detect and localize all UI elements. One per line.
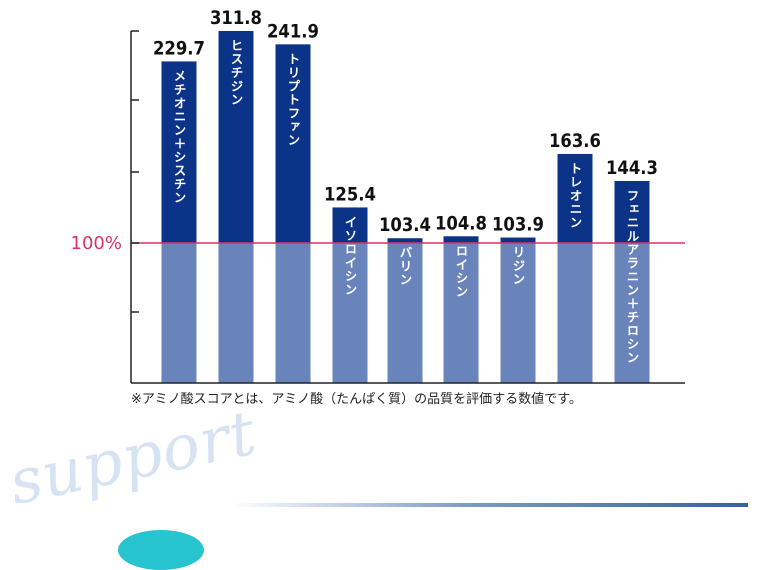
bar-upper — [387, 238, 423, 243]
bar-lower — [500, 243, 536, 383]
value-label: 144.3 — [606, 157, 658, 179]
bar-upper — [500, 237, 536, 243]
bar-lower — [387, 243, 423, 383]
value-label: 229.7 — [153, 37, 205, 59]
category-label: ヒスチジン — [229, 39, 244, 107]
bar-upper — [614, 180, 650, 243]
bars — [161, 31, 650, 383]
value-label: 103.9 — [492, 214, 544, 236]
category-label: リジン — [511, 246, 526, 286]
category-label: フェニルアラニン＋チロシン — [625, 189, 640, 364]
category-label: トリプトファン — [286, 52, 301, 147]
bar-upper — [443, 236, 479, 243]
bar-upper — [161, 61, 197, 243]
value-label: 125.4 — [324, 183, 376, 205]
bar-upper — [275, 44, 311, 244]
value-label: 163.6 — [549, 130, 601, 152]
category-label: イソロイシン — [343, 215, 358, 296]
value-label: 103.4 — [379, 214, 431, 236]
bar-lower — [557, 243, 593, 383]
bar-lower — [443, 243, 479, 383]
category-label: ロイシン — [454, 244, 469, 298]
value-label: 241.9 — [267, 20, 319, 42]
bar-lower — [614, 243, 650, 383]
reference-label: 100% — [71, 233, 122, 254]
footnote: ※アミノ酸スコアとは、アミノ酸（たんぱく質）の品質を評価する数値です。 — [131, 392, 582, 407]
category-label: メチオニン＋シスチン — [172, 69, 187, 204]
decorative-gradient-line — [230, 503, 748, 507]
bar-upper — [332, 207, 368, 243]
value-label: 311.8 — [210, 7, 262, 29]
bar-upper — [557, 153, 593, 243]
bar-upper — [218, 31, 254, 243]
bar-lower — [275, 243, 311, 383]
bar-lower — [161, 243, 197, 383]
decorative-teal-arc — [118, 530, 204, 570]
category-label: バリン — [398, 246, 413, 286]
category-label: トレオニン — [568, 162, 583, 230]
bar-lower — [332, 243, 368, 383]
value-label: 104.8 — [435, 212, 487, 234]
bar-lower — [218, 243, 254, 383]
support-decorative-word: support — [2, 395, 263, 519]
